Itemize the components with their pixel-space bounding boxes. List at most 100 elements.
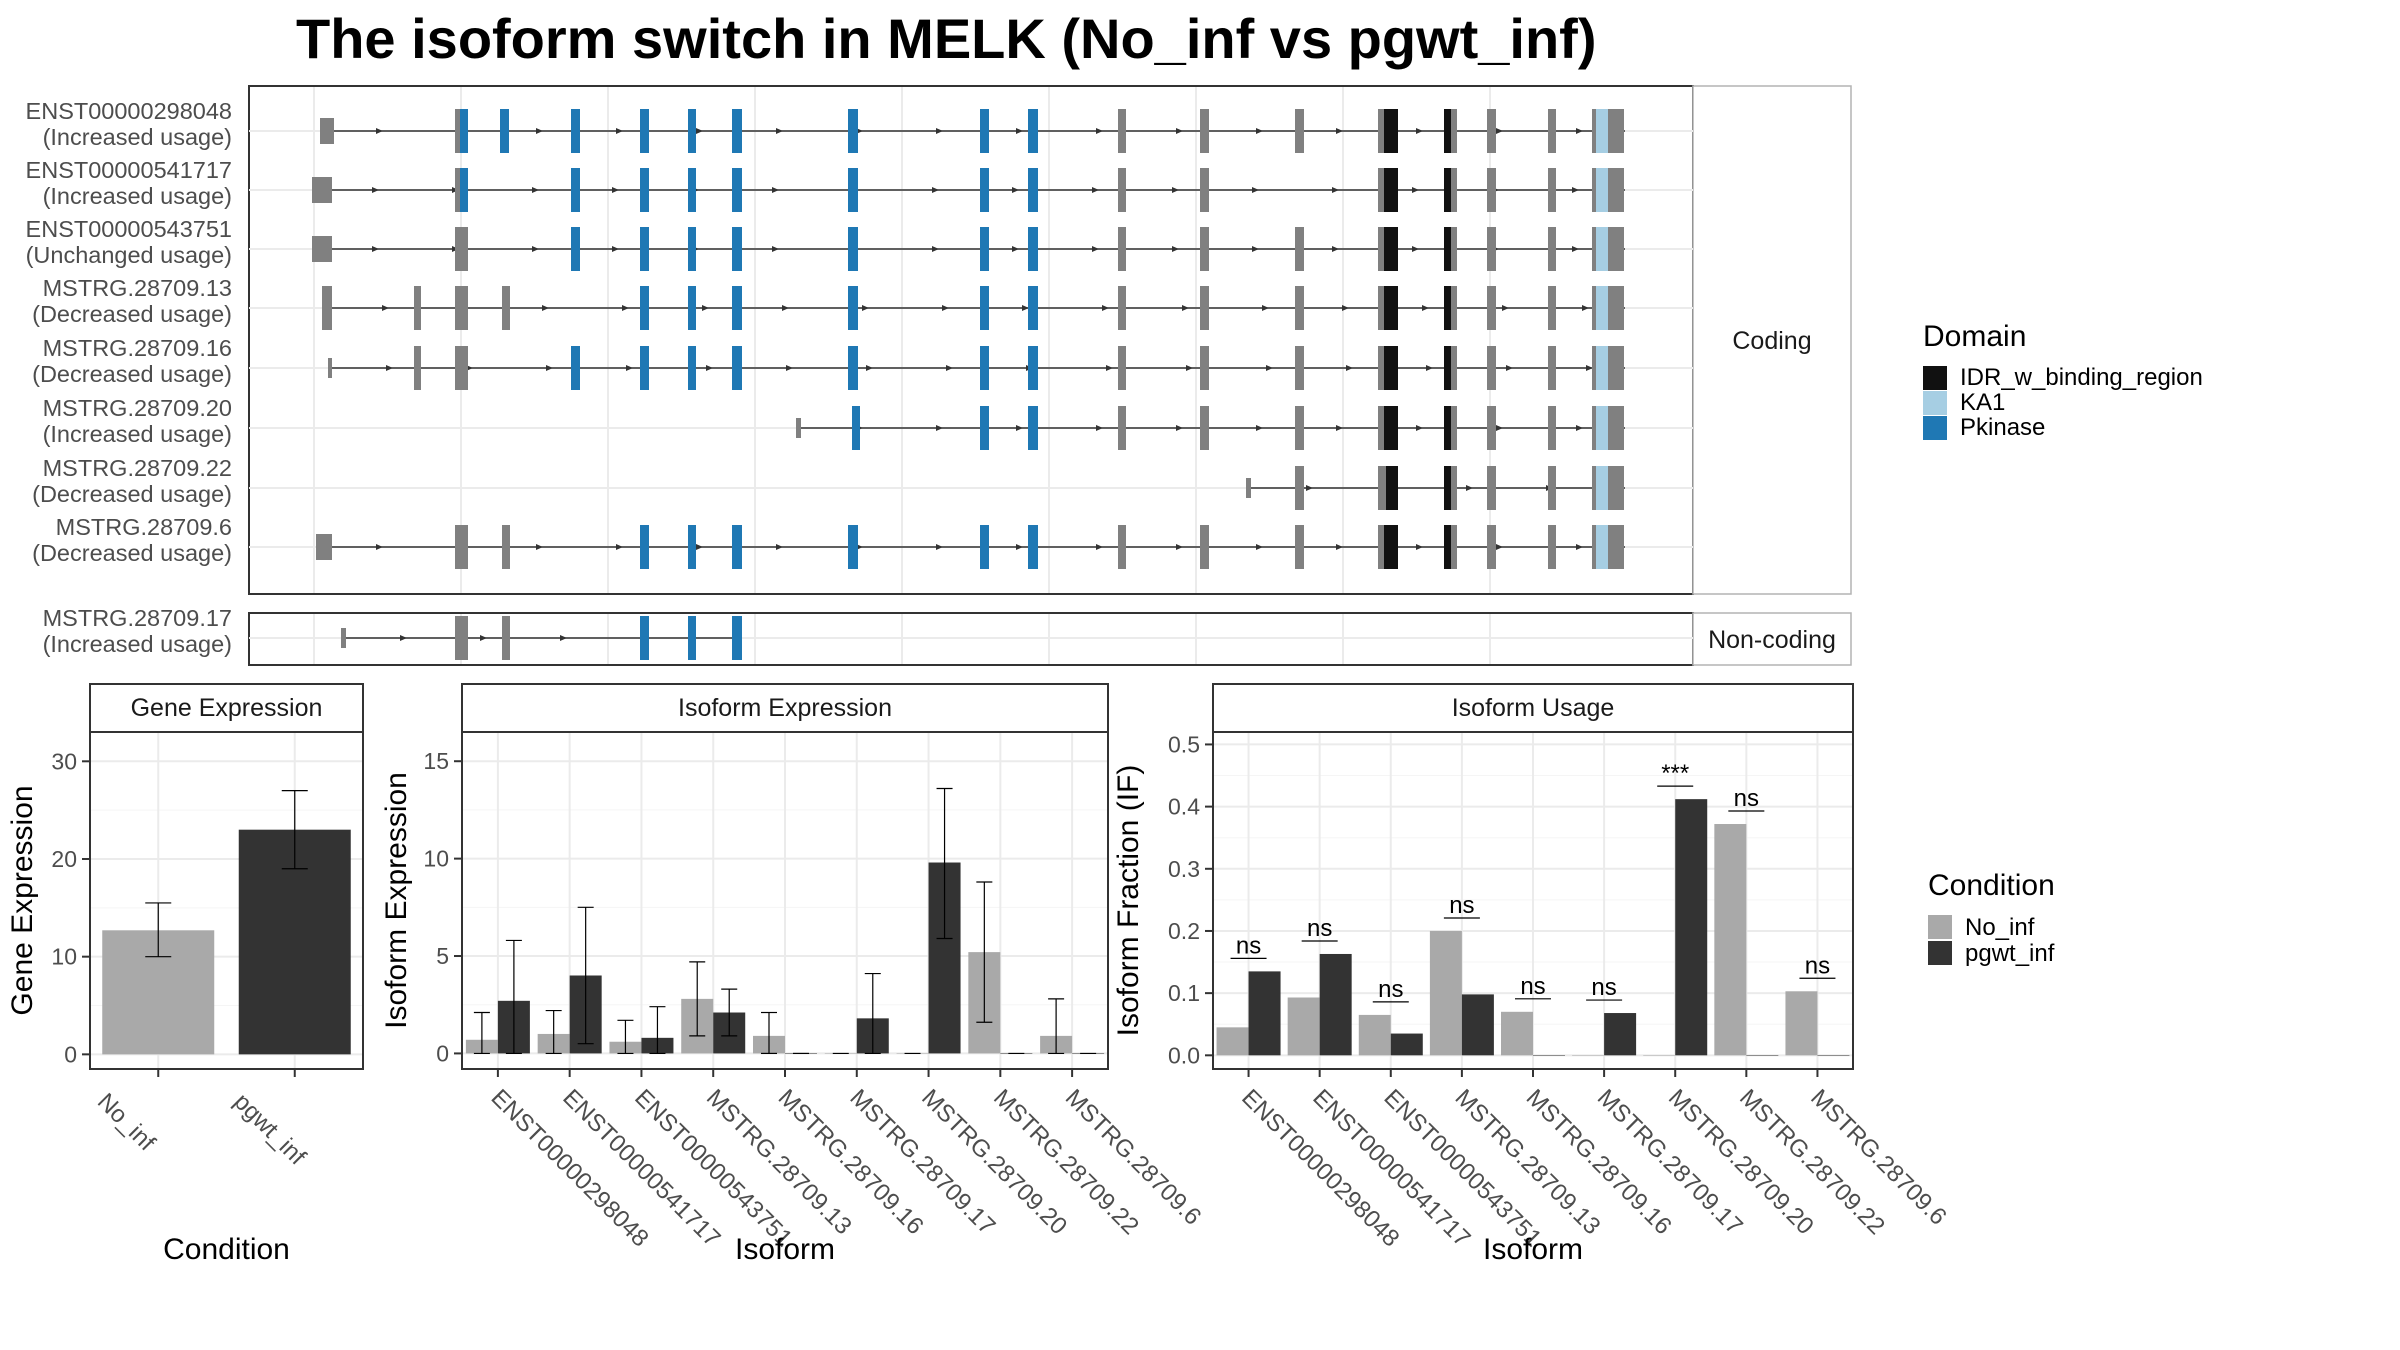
intron-direction-arrow [1586, 365, 1593, 371]
exon-block [1295, 346, 1304, 390]
intron-direction-arrow [772, 246, 779, 252]
intron-direction-arrow [536, 128, 543, 134]
transcript-id-label: MSTRG.28709.13 [43, 275, 232, 301]
y-tick-label: 0.5 [1168, 731, 1200, 757]
domain-block-ka1 [1596, 227, 1608, 271]
exon-block [1548, 168, 1556, 212]
transcript-status-label: (Decreased usage) [32, 481, 232, 507]
intron-direction-arrow [1426, 365, 1433, 371]
domain-block-pkinase [980, 286, 989, 330]
bar-No_inf [1358, 1014, 1391, 1056]
domain-block-ka1 [1596, 168, 1608, 212]
exon-block [1451, 406, 1457, 450]
domain-block-ka1 [1596, 286, 1608, 330]
domain-block-pkinase [571, 346, 580, 390]
domain-block-pkinase [732, 227, 742, 271]
x-tick-label: No_inf [92, 1088, 160, 1156]
domain-block-pkinase [852, 406, 860, 450]
domain-block-pkinase [500, 109, 509, 153]
condition-legend-swatch [1928, 915, 1952, 939]
exon-block [1200, 525, 1209, 569]
transcript-status-label: (Increased usage) [43, 421, 232, 447]
exon-block [1118, 525, 1126, 569]
domain-block-pkinase [571, 227, 580, 271]
intron-direction-arrow [1342, 305, 1349, 311]
panel-strip [461, 683, 1109, 733]
domain-block-pkinase [460, 168, 468, 212]
significance-label: ns [1520, 973, 1545, 1000]
domain-block-idr_w_binding_region [1444, 525, 1453, 569]
intron-direction-arrow [866, 365, 873, 371]
intron-direction-arrow [1346, 365, 1353, 371]
intron-direction-arrow [936, 128, 943, 134]
exon-block [1608, 466, 1624, 510]
exon-block [328, 358, 332, 378]
exon-block [1200, 286, 1209, 330]
intron-direction-arrow [696, 128, 703, 134]
y-tick-label: 0 [64, 1041, 77, 1067]
domain-block-idr_w_binding_region [1384, 227, 1398, 271]
intron-direction-arrow [1266, 365, 1273, 371]
transcript-status-label: (Decreased usage) [32, 301, 232, 327]
intron-direction-arrow [946, 365, 953, 371]
exon-block [796, 418, 801, 438]
intron-direction-arrow [782, 305, 789, 311]
domain-block-pkinase [640, 346, 649, 390]
domain-block-idr_w_binding_region [1384, 346, 1398, 390]
exon-block [1378, 525, 1386, 569]
bar-pgwt_inf [1533, 1055, 1565, 1056]
significance-label: ns [1378, 976, 1403, 1003]
y-tick-label: 0.4 [1168, 794, 1200, 820]
x-tick-label: pgwt_inf [229, 1088, 312, 1171]
domain-block-idr_w_binding_region [1444, 109, 1453, 153]
transcript-id-label: MSTRG.28709.16 [43, 335, 232, 361]
intron-direction-arrow [1576, 425, 1583, 431]
y-tick-label: 0.3 [1168, 856, 1200, 882]
domain-block-pkinase [640, 109, 649, 153]
bar-No_inf [1785, 991, 1818, 1056]
intron-direction-arrow [612, 187, 619, 193]
x-axis-title: Isoform [735, 1233, 835, 1266]
exon-block [1295, 466, 1304, 510]
intron-direction-arrow [696, 544, 703, 550]
intron-direction-arrow [1576, 128, 1583, 134]
intron-direction-arrow [1506, 365, 1513, 371]
bar-pgwt_inf [1675, 799, 1708, 1056]
exon-block [316, 534, 332, 560]
x-tick-label: MSTRG.28709.6 [1060, 1084, 1206, 1230]
domain-block-idr_w_binding_region [1444, 406, 1453, 450]
domain-legend-label: Pkinase [1960, 414, 2045, 441]
domain-block-idr_w_binding_region [1384, 406, 1398, 450]
intron-direction-arrow [1176, 544, 1183, 550]
exon-block [1378, 286, 1386, 330]
domain-block-pkinase [640, 286, 649, 330]
exon-block [1118, 227, 1126, 271]
intron-direction-arrow [1256, 544, 1263, 550]
domain-legend-title: Domain [1923, 320, 2026, 353]
exon-block [1246, 478, 1251, 498]
exon-block [1451, 286, 1457, 330]
bar-No_inf [1572, 1055, 1605, 1056]
intron-direction-arrow [1176, 128, 1183, 134]
bar-No_inf [1429, 930, 1462, 1056]
domain-block-pkinase [848, 227, 858, 271]
bar-No_inf [1287, 997, 1320, 1056]
intron-direction-arrow [702, 305, 709, 311]
domain-block-pkinase [640, 616, 649, 660]
significance-label: ns [1449, 892, 1474, 919]
exon-block [1548, 466, 1556, 510]
domain-block-ka1 [1596, 525, 1608, 569]
panel-strip [1212, 683, 1854, 733]
exon-block [1378, 109, 1386, 153]
transcript-id-label: ENST00000298048 [26, 98, 232, 124]
domain-block-pkinase [688, 227, 696, 271]
intron-direction-arrow [1096, 544, 1103, 550]
exon-block [1548, 286, 1556, 330]
bar-pgwt_inf [1746, 1055, 1779, 1056]
exon-block [322, 286, 332, 330]
domain-block-pkinase [1028, 227, 1038, 271]
intron-direction-arrow [532, 246, 539, 252]
bar-pgwt_inf [1461, 994, 1494, 1056]
intron-direction-arrow [1262, 305, 1269, 311]
